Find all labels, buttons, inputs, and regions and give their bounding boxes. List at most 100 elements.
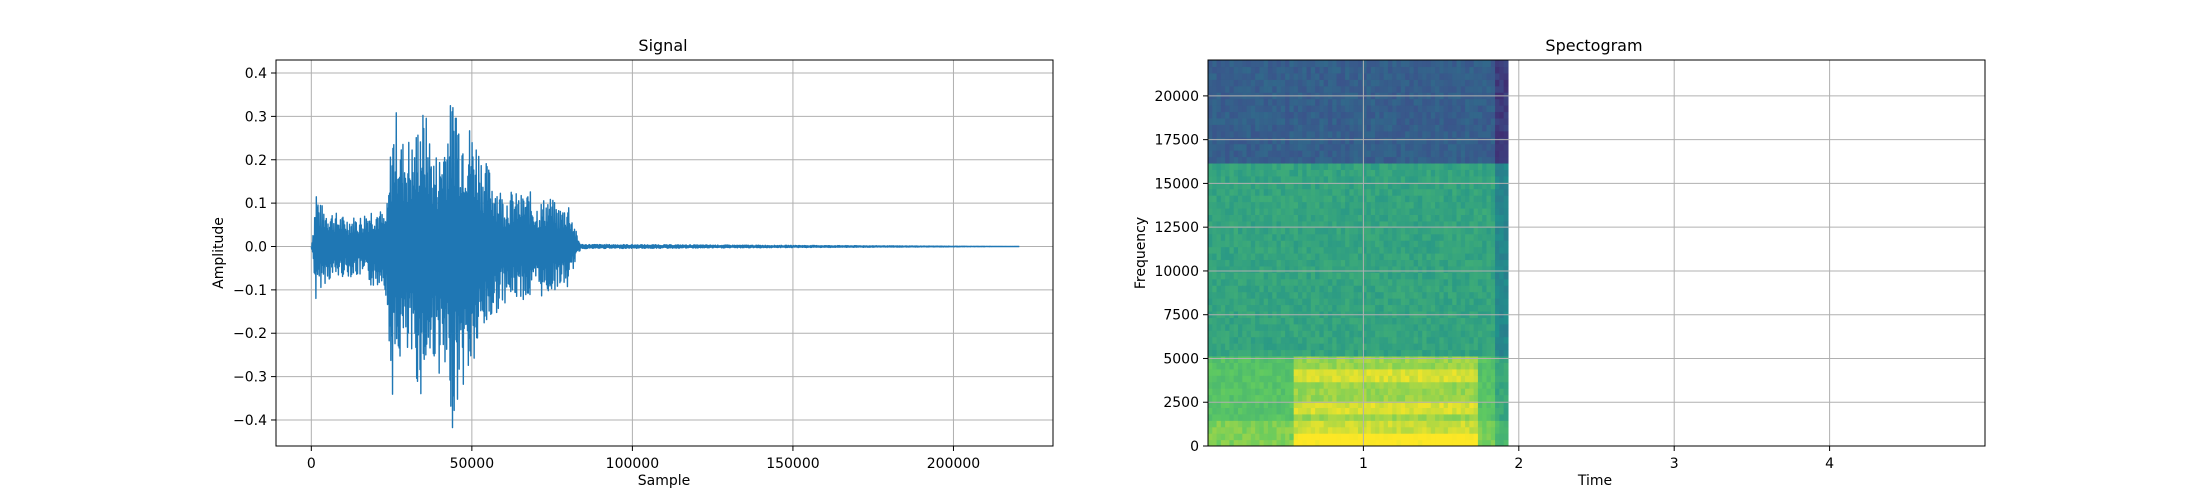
spectrogram-cell: [1469, 124, 1475, 132]
spectrogram-cell: [1250, 137, 1256, 145]
spectrogram-cell: [1482, 336, 1488, 344]
spectrogram-cell: [1409, 298, 1415, 306]
spectrogram-cell: [1430, 72, 1436, 80]
spectrogram-cell: [1276, 317, 1282, 325]
spectrogram-cell: [1366, 182, 1372, 190]
spectrogram-cell: [1370, 214, 1376, 222]
spectrogram-cell: [1237, 72, 1243, 80]
spectrogram-cell: [1426, 368, 1432, 376]
spectrogram-cell: [1332, 117, 1338, 125]
spectrogram-cell: [1327, 188, 1333, 196]
spectrogram-cell: [1323, 182, 1329, 190]
spectrogram-cell: [1387, 259, 1393, 267]
spectrogram-cell: [1422, 253, 1428, 261]
spectrogram-cell: [1323, 368, 1329, 376]
spectrogram-cell: [1349, 394, 1355, 402]
spectrogram-cell: [1246, 407, 1252, 415]
spectrogram-cell: [1302, 336, 1308, 344]
spectrogram-cell: [1285, 362, 1290, 370]
spectrogram-cell: [1208, 375, 1213, 383]
spectrogram-cell: [1482, 98, 1488, 106]
spectrogram-cell: [1503, 381, 1509, 389]
spectrogram-cell: [1212, 304, 1218, 312]
spectrogram-cell: [1456, 156, 1462, 164]
spectrogram-cell: [1276, 72, 1282, 80]
spectrogram-cell: [1276, 169, 1282, 177]
spectrogram-cell: [1310, 79, 1316, 87]
spectrogram-cell: [1267, 169, 1273, 177]
spectrogram-cell: [1242, 240, 1248, 248]
spectrogram-cell: [1452, 175, 1458, 183]
spectrogram-cell: [1315, 298, 1320, 306]
spectrogram-cell: [1259, 433, 1265, 441]
spectrogram-cell: [1208, 137, 1213, 145]
spectrogram-cell: [1473, 323, 1479, 331]
spectrogram-cell: [1306, 150, 1312, 158]
spectrogram-cell: [1439, 195, 1445, 203]
spectrogram-cell: [1439, 111, 1445, 119]
spectrogram-cell: [1409, 188, 1415, 196]
spectrogram-cell: [1426, 407, 1432, 415]
spectrogram-cell: [1285, 407, 1290, 415]
spectrogram-cell: [1503, 355, 1509, 363]
spectrogram-cell: [1315, 375, 1320, 383]
spectrogram-cell: [1469, 195, 1475, 203]
spectrogram-cell: [1430, 117, 1436, 125]
spectrogram-cell: [1405, 420, 1410, 428]
spectrogram-cell: [1447, 439, 1453, 446]
spectrogram-cell: [1422, 111, 1428, 119]
spectrogram-cell: [1259, 394, 1265, 402]
spectrogram-cell: [1473, 117, 1479, 125]
spectrogram-cell: [1452, 130, 1458, 138]
spectrogram-cell: [1430, 85, 1436, 93]
spectrogram-cell: [1430, 259, 1436, 267]
spectrogram-cell: [1379, 420, 1385, 428]
spectrogram-cell: [1490, 150, 1496, 158]
spectrogram-cell: [1255, 156, 1261, 164]
spectrogram-cell: [1460, 253, 1466, 261]
spectrogram-cell: [1242, 246, 1248, 254]
spectrogram-cell: [1220, 285, 1226, 293]
spectrogram-cell: [1233, 375, 1239, 383]
spectrogram-cell: [1276, 323, 1282, 331]
spectrogram-cell: [1349, 233, 1355, 241]
spectrogram-cell: [1452, 66, 1458, 74]
spectrogram-cell: [1302, 381, 1308, 389]
spectrogram-cell: [1293, 124, 1299, 132]
spectrogram-cell: [1280, 394, 1286, 402]
spectrogram-cell: [1482, 188, 1488, 196]
spectrogram-cell: [1486, 278, 1492, 286]
spectrogram-cell: [1229, 98, 1235, 106]
spectrogram-cell: [1392, 426, 1398, 434]
spectrogram-cell: [1242, 220, 1248, 228]
spectrogram-cell: [1250, 130, 1256, 138]
spectrogram-cell: [1327, 426, 1333, 434]
spectrogram-cell: [1477, 413, 1483, 421]
spectrogram-cell: [1379, 317, 1385, 325]
spectrogram-cell: [1259, 291, 1265, 299]
spectrogram-cell: [1366, 240, 1372, 248]
spectrogram-cell: [1293, 265, 1299, 273]
spectrogram-cell: [1220, 388, 1226, 396]
spectrogram-cell: [1503, 240, 1509, 248]
spectrogram-cell: [1439, 117, 1445, 125]
spectrogram-cell: [1396, 175, 1402, 183]
spectrogram-cell: [1332, 175, 1338, 183]
spectrogram-cell: [1212, 111, 1218, 119]
spectrogram-cell: [1430, 272, 1436, 280]
spectrogram-cell: [1413, 368, 1419, 376]
spectrogram-cell: [1310, 246, 1316, 254]
spectrogram-cell: [1267, 214, 1273, 222]
spectrogram-cell: [1387, 130, 1393, 138]
spectrogram-cell: [1439, 72, 1445, 80]
spectrogram-cell: [1422, 368, 1428, 376]
spectrogram-cell: [1353, 272, 1359, 280]
spectrogram-cell: [1499, 433, 1505, 441]
spectrogram-cell: [1208, 79, 1213, 87]
spectrogram-cell: [1387, 156, 1393, 164]
spectrogram-cell: [1293, 233, 1299, 241]
spectrogram-cell: [1490, 85, 1496, 93]
spectrogram-cell: [1263, 188, 1269, 196]
spectrogram-cell: [1323, 60, 1329, 68]
spectrogram-cell: [1503, 400, 1509, 408]
